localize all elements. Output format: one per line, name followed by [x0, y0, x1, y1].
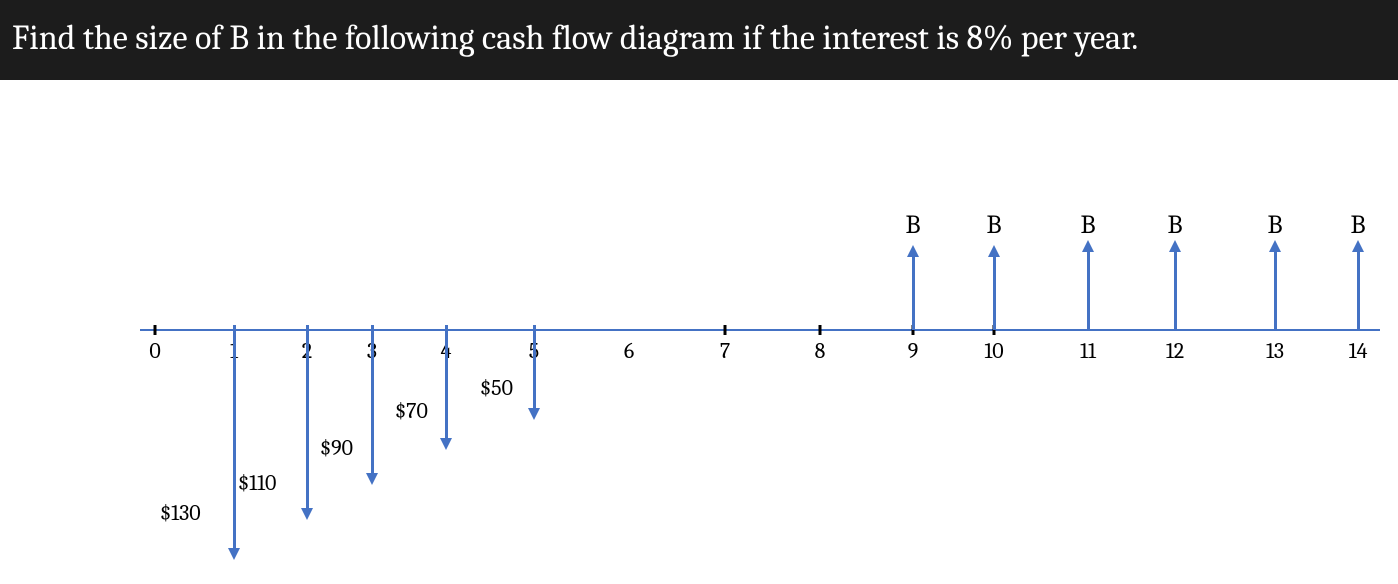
inflow-label-12: B [1167, 210, 1182, 240]
period-label-10: 10 [984, 338, 1003, 364]
cashflow-diagram: 01234567891011121314$130$110$90$70$50BBB… [0, 80, 1398, 580]
inflow-arrowhead-12 [1169, 240, 1181, 252]
inflow-arrow-13 [1274, 250, 1277, 330]
axis-tick [819, 325, 822, 335]
period-label-9: 9 [908, 338, 919, 364]
outflow-label-5: $50 [480, 375, 513, 401]
period-label-0: 0 [149, 338, 160, 364]
inflow-arrowhead-11 [1082, 240, 1094, 252]
diagram-overlay: 01234567891011121314$130$110$90$70$50BBB… [0, 80, 1398, 580]
inflow-arrow-9 [912, 255, 915, 330]
period-label-6: 6 [624, 338, 634, 364]
period-label-12: 12 [1166, 338, 1184, 364]
outflow-label-1: $130 [160, 500, 201, 526]
inflow-label-9: B [905, 210, 920, 240]
period-label-11: 11 [1080, 338, 1096, 364]
outflow-arrowhead-1 [228, 548, 240, 560]
axis-tick [724, 325, 727, 335]
inflow-arrow-14 [1357, 250, 1360, 330]
period-label-13: 13 [1266, 338, 1284, 364]
inflow-arrowhead-10 [988, 245, 1000, 257]
period-label-7: 7 [720, 338, 730, 364]
inflow-arrowhead-9 [907, 245, 919, 257]
outflow-arrow-3 [371, 325, 374, 475]
outflow-arrow-5 [533, 325, 536, 410]
outflow-arrowhead-5 [528, 408, 540, 420]
inflow-label-13: B [1267, 210, 1282, 240]
inflow-arrowhead-14 [1352, 240, 1364, 252]
outflow-arrowhead-2 [301, 508, 313, 520]
outflow-label-4: $70 [395, 398, 428, 424]
outflow-arrowhead-3 [366, 473, 378, 485]
inflow-label-11: B [1080, 210, 1095, 240]
axis-tick [154, 325, 157, 335]
outflow-label-2: $110 [238, 470, 276, 496]
outflow-arrow-1 [233, 325, 236, 550]
outflow-arrow-4 [445, 325, 448, 440]
question-banner: Find the size of B in the following cash… [0, 0, 1398, 80]
question-text: Find the size of B in the following cash… [12, 18, 1138, 58]
inflow-arrow-12 [1174, 250, 1177, 330]
outflow-arrow-2 [306, 325, 309, 510]
period-label-14: 14 [1349, 338, 1368, 364]
inflow-arrow-11 [1087, 250, 1090, 330]
outflow-label-3: $90 [320, 435, 353, 461]
period-label-8: 8 [815, 338, 826, 364]
inflow-label-10: B [986, 210, 1001, 240]
inflow-label-14: B [1350, 210, 1365, 240]
inflow-arrowhead-13 [1269, 240, 1281, 252]
inflow-arrow-10 [993, 255, 996, 330]
outflow-arrowhead-4 [440, 438, 452, 450]
